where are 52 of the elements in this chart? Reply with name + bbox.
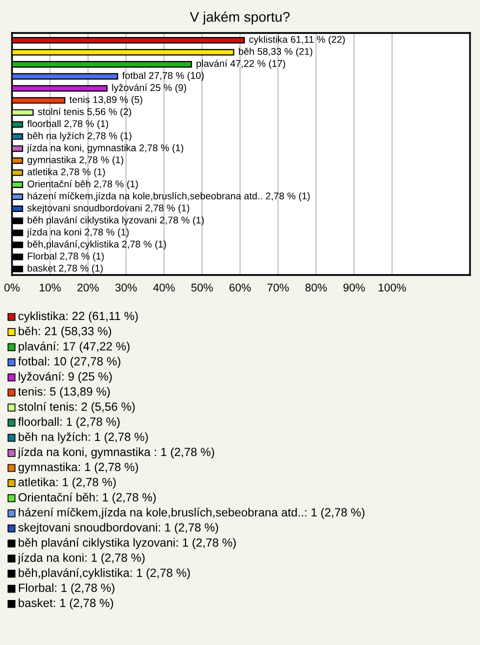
text: běh na lyžích: 1 (2,78 %) xyxy=(18,432,148,444)
x-tick-label: 0% xyxy=(4,284,20,292)
text: fotbal: 10 (27,78 %) xyxy=(18,356,120,368)
x-tick-label: 40% xyxy=(153,284,175,292)
x-tick-label: 70% xyxy=(268,284,289,292)
text: lyžování: 9 (25 %) xyxy=(18,372,112,383)
text: atletika: 1 (2,78 %) xyxy=(18,478,116,489)
category-label: floorball 2,78 % (1) xyxy=(27,120,108,130)
category-label: atletika 2,78 % (1) xyxy=(28,168,105,178)
category-label: plavání 47,22 % (17) xyxy=(196,60,286,69)
category-label: běh 58,33 % (21) xyxy=(238,48,312,57)
category-label: tenis 13,89 % (5) xyxy=(70,96,142,105)
category-label: jízda na koni, gymnastika 2,78 % (1) xyxy=(26,144,184,154)
text: Orientační běh: 1 (2,78 %) xyxy=(18,492,156,504)
category-label: Orientační běh 2,78 % (1) xyxy=(28,180,138,190)
chart-title: V jakém sportu? xyxy=(190,11,290,25)
text: skejtovani snoudbordovani: 1 (2,78 %) xyxy=(18,522,218,534)
category-label: gymnastika 2,78 % (1) xyxy=(28,156,124,166)
text: běh,plavání,cyklistika: 1 (2,78 %) xyxy=(18,568,190,580)
category-label: házení míčkem,jízda na kole,bruslích,sebeobrana atd.. 2,78 % (1) xyxy=(28,192,310,202)
x-tick-label: 90% xyxy=(343,284,365,292)
x-tick-label: 60% xyxy=(229,284,251,292)
category-label: běh,plavání,cyklistika 2,78 % (1) xyxy=(28,240,166,250)
category-label: běh na lyžích 2,78 % (1) xyxy=(28,132,132,142)
text: floorball: 1 (2,78 %) xyxy=(18,417,120,428)
text: běh plavání ciklystika lyzovani: 1 (2,78 %) xyxy=(18,538,236,550)
x-tick-label: 10% xyxy=(40,284,61,292)
text: jízda na koni: 1 (2,78 %) xyxy=(18,553,145,564)
text: tenis: 5 (13,89 %) xyxy=(18,386,110,398)
text: cyklistika: 22 (61,11 %) xyxy=(18,311,138,323)
category-label: Florbal 2,78 % (1) xyxy=(28,252,104,262)
x-tick-label: 50% xyxy=(191,284,213,292)
text: běh: 21 (58,33 %) xyxy=(18,326,112,338)
text: Florbal: 1 (2,78 %) xyxy=(18,583,114,594)
text: házení míčkem,jízda na kole,bruslích,sebeobrana atd..: 1 (2,78 %) xyxy=(18,508,364,519)
x-tick-label: 30% xyxy=(115,284,137,292)
x-tick-label: 100% xyxy=(378,284,406,292)
text: stolní tenis: 2 (5,56 %) xyxy=(18,402,135,414)
category-label: skejtovani snoudbordovani 2,78 % (1) xyxy=(27,204,190,214)
x-tick-label: 20% xyxy=(77,284,99,292)
text: plavání: 17 (47,22 %) xyxy=(18,342,130,353)
category-label: běh plavání ciklystika lyzovani 2,78 % (1) xyxy=(28,216,204,226)
category-label: fotbal 27,78 % (10) xyxy=(122,72,204,81)
category-label: lyžování 25 % (9) xyxy=(112,84,186,93)
text: gymnastika: 1 (2,78 %) xyxy=(18,462,138,474)
category-label: cyklistika 61,11 % (22) xyxy=(249,36,345,45)
category-label: basket 2,78 % (1) xyxy=(28,264,103,274)
category-label: stolní tenis 5,56 % (2) xyxy=(38,108,132,118)
x-tick-label: 80% xyxy=(305,284,327,292)
text: basket: 1 (2,78 %) xyxy=(18,598,114,610)
text: jízda na koni, gymnastika : 1 (2,78 %) xyxy=(18,447,214,458)
category-label: jízda na koni 2,78 % (1) xyxy=(26,228,129,238)
